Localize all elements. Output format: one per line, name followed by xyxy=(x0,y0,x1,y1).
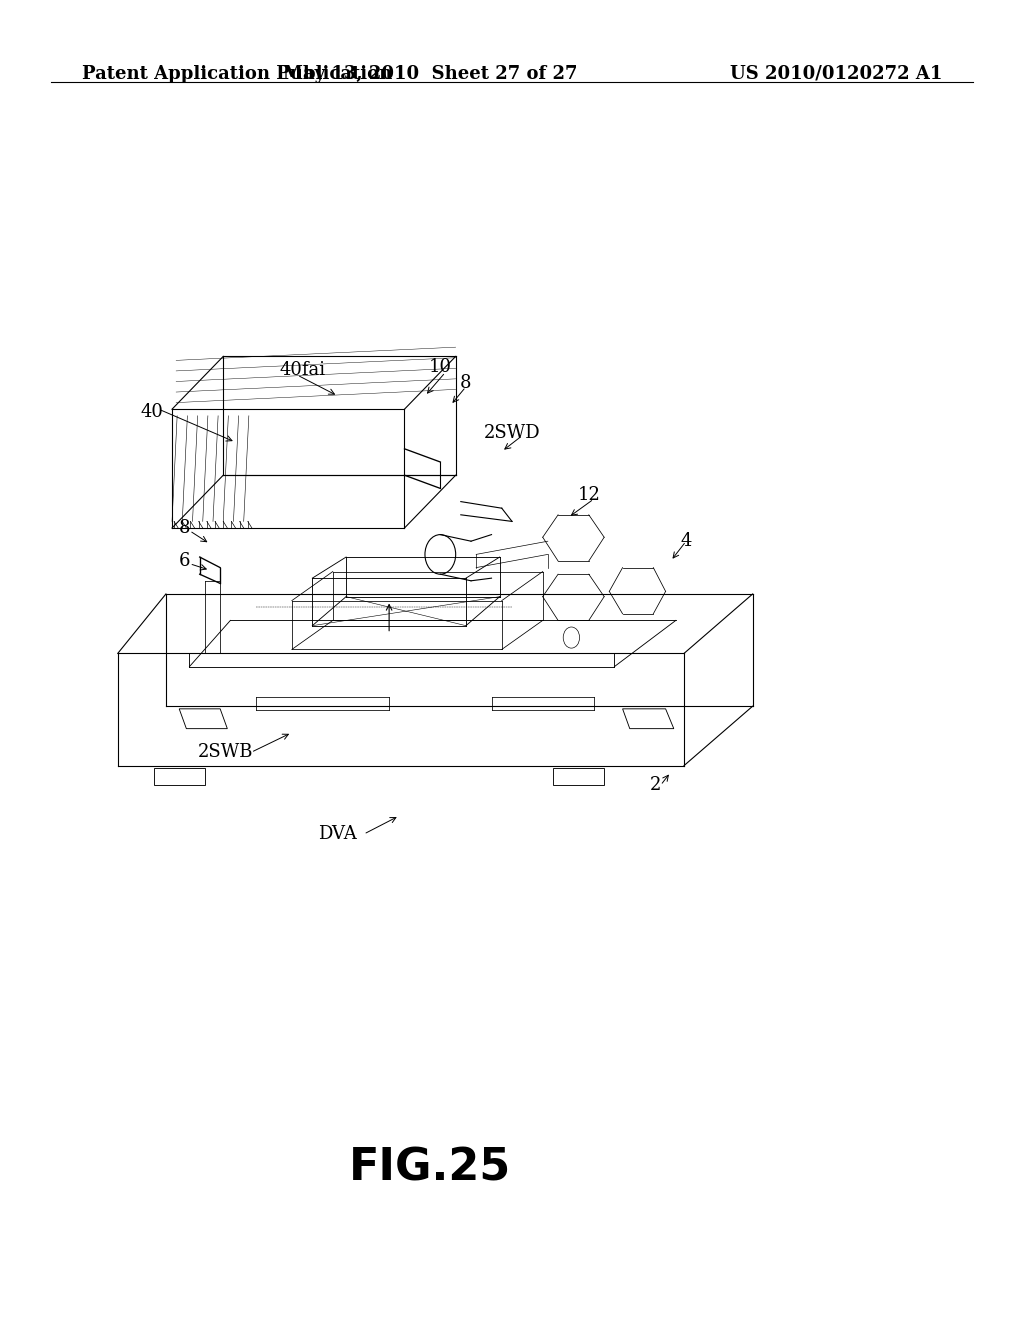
Text: US 2010/0120272 A1: US 2010/0120272 A1 xyxy=(730,65,942,83)
Text: 8: 8 xyxy=(460,374,472,392)
Text: 40: 40 xyxy=(140,403,163,421)
Text: 12: 12 xyxy=(578,486,600,504)
Text: 10: 10 xyxy=(429,358,452,376)
Text: FIG.25: FIG.25 xyxy=(349,1147,511,1189)
Text: May 13, 2010  Sheet 27 of 27: May 13, 2010 Sheet 27 of 27 xyxy=(283,65,578,83)
Text: 2SWB: 2SWB xyxy=(198,743,253,762)
Text: 4: 4 xyxy=(680,532,692,550)
Text: 2SWD: 2SWD xyxy=(483,424,541,442)
Text: Patent Application Publication: Patent Application Publication xyxy=(82,65,392,83)
Text: DVA: DVA xyxy=(318,825,357,843)
Text: 6: 6 xyxy=(178,552,190,570)
Text: 2: 2 xyxy=(649,776,662,795)
Text: 8: 8 xyxy=(178,519,190,537)
Text: 40fai: 40fai xyxy=(279,360,326,379)
